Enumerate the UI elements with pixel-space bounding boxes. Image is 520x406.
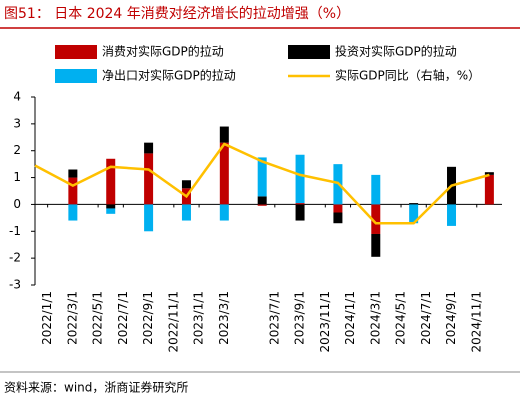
bar-segment: [106, 208, 116, 214]
legend-label: 投资对实际GDP的拉动: [335, 44, 457, 59]
y-tick-label: 3: [13, 116, 21, 130]
bar-segment: [181, 204, 191, 221]
y-tick-label: -2: [9, 251, 21, 265]
y-tick-label: 1: [13, 170, 21, 184]
line: [34, 142, 490, 225]
bar-segment: [68, 204, 78, 221]
x-tick-label: 2023/3/1: [217, 291, 231, 345]
legend-label: 消费对实际GDP的拉动: [102, 44, 224, 59]
x-tick-label: 2023/7/1: [267, 291, 281, 345]
bar-segment: [68, 169, 78, 178]
legend-label: 实际GDP同比（右轴，%）: [335, 68, 480, 83]
bar-segment: [219, 142, 229, 205]
bar-segment: [447, 204, 457, 226]
bar-segment: [484, 172, 494, 175]
legend-swatch: [55, 45, 97, 59]
x-tick-label: 2022/5/1: [91, 291, 105, 345]
bar-segment: [144, 142, 154, 154]
bar-segment: [257, 204, 267, 206]
y-tick-label: -3: [9, 278, 21, 292]
bar-segment: [484, 174, 494, 205]
bar-segment: [333, 212, 343, 224]
source: 资料来源：wind，浙商证券研究所: [4, 380, 188, 395]
x-tick-label: 2023/1/1: [192, 291, 206, 345]
bar-segment: [257, 157, 267, 197]
y-tick-label: 0: [13, 197, 21, 211]
chart-title: 图51： 日本 2024 年消费对经济增长的拉动增强（%）: [4, 6, 350, 22]
bar-segment: [295, 154, 305, 204]
bar-segment: [219, 204, 229, 221]
bar-segment: [295, 204, 305, 221]
x-tick-label: 2023/9/1: [293, 291, 307, 345]
bar-segment: [219, 126, 229, 143]
x-tick-label: 2024/3/1: [368, 291, 382, 345]
bar-segment: [144, 204, 154, 232]
bar-segment: [257, 196, 267, 205]
y-tick-label: 4: [13, 90, 21, 104]
x-tick-label: 2024/11/1: [469, 291, 483, 353]
legend-swatch: [288, 45, 330, 59]
y-tick-label: 2: [13, 143, 21, 157]
bar-segment: [106, 158, 116, 205]
bar-segment: [106, 204, 116, 209]
x-tick-label: 2022/3/1: [65, 291, 79, 345]
bar-segment: [409, 204, 419, 224]
legend-label: 净出口对实际GDP的拉动: [102, 68, 236, 83]
bar-segment: [371, 233, 381, 257]
bar-segment: [333, 204, 343, 213]
bar-segment: [295, 203, 305, 205]
bar-segment: [68, 177, 78, 205]
bar-segment: [144, 153, 154, 205]
x-tick-label: 2024/5/1: [394, 291, 408, 345]
x-tick-label: 2022/9/1: [141, 291, 155, 345]
x-tick-label: 2022/1/1: [40, 291, 54, 345]
x-tick-label: 2024/1/1: [343, 291, 357, 345]
bar-segment: [181, 180, 191, 189]
legend-swatch: [55, 69, 97, 83]
x-tick-label: 2022/7/1: [116, 291, 130, 345]
bar-segment: [371, 174, 381, 205]
x-tick-label: 2023/11/1: [318, 291, 332, 353]
bar-segment: [371, 204, 381, 234]
x-tick-label: 2022/11/1: [166, 291, 180, 353]
x-tick-label: 2024/7/1: [419, 291, 433, 345]
bar-segment: [409, 203, 419, 205]
x-tick-label: 2024/9/1: [444, 291, 458, 345]
y-tick-label: -1: [9, 224, 21, 238]
